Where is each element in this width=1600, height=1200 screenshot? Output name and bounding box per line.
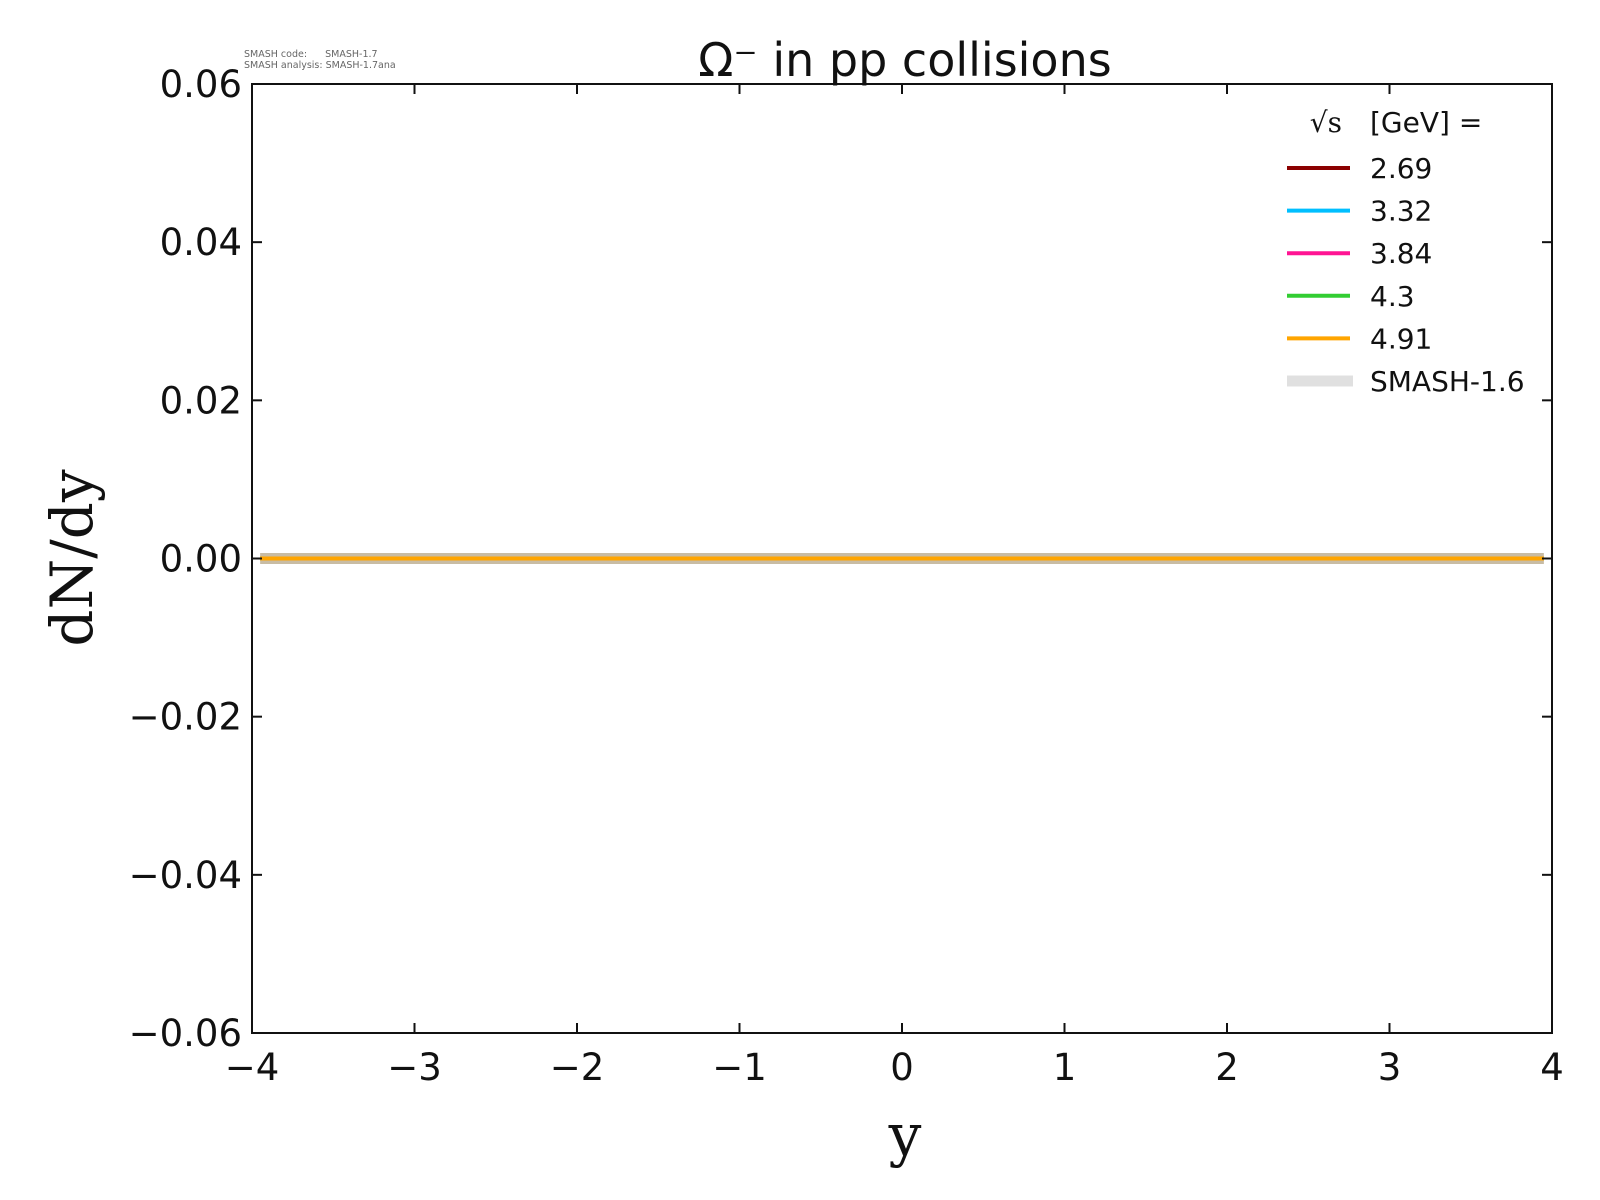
ticks: −4 −3 −2 −1 0 1 2 3 4 0.06 0.04 0.02 0.00 −0.02 −0.04 −… (129, 63, 1564, 1089)
y-tick-label: −0.04 (129, 854, 242, 897)
y-axis-label: dN/dy (38, 469, 106, 647)
y-tick-label: 0.06 (160, 63, 242, 106)
y-tick-label: −0.06 (129, 1012, 242, 1055)
chart-title: Ω⁻ in pp collisions (698, 33, 1111, 87)
y-tick-label: 0.00 (160, 538, 242, 581)
legend-label: SMASH-1.6 (1370, 365, 1525, 398)
x-tick-label: −4 (225, 1046, 280, 1089)
legend-label: 4.3 (1370, 280, 1415, 313)
legend-title: [GeV] = (1370, 106, 1482, 139)
x-tick-label: −3 (387, 1046, 442, 1089)
legend-label: 2.69 (1370, 152, 1432, 185)
x-tick-label: 2 (1215, 1046, 1239, 1089)
x-tick-label: 1 (1053, 1046, 1077, 1089)
x-tick-label: 4 (1540, 1046, 1564, 1089)
x-tick-label: −1 (712, 1046, 767, 1089)
y-tick-label: 0.02 (160, 379, 242, 422)
legend: √s [GeV] = 2.69 3.32 3.84 4.3 4.91 SMASH-1.6 (1287, 106, 1525, 398)
y-tick-label: −0.02 (129, 696, 242, 739)
legend-label: 3.32 (1370, 195, 1432, 228)
smash-code-version: SMASH code: SMASH-1.7 (244, 49, 378, 60)
legend-label: 4.91 (1370, 322, 1432, 355)
x-tick-label: 0 (890, 1046, 914, 1089)
legend-label: 3.84 (1370, 237, 1432, 270)
x-tick-label: 3 (1378, 1046, 1402, 1089)
x-axis-label: y (888, 1101, 922, 1169)
x-tick-label: −2 (550, 1046, 605, 1089)
smash-analysis-version: SMASH analysis: SMASH-1.7ana (244, 60, 396, 71)
y-tick-label: 0.04 (160, 221, 242, 264)
legend-title-sqrt-s: √s (1310, 106, 1342, 139)
